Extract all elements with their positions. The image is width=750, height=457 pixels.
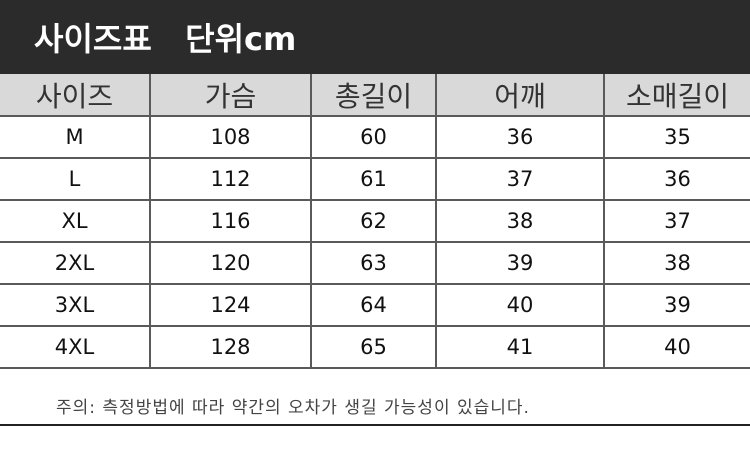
- table-cell: 38: [435, 199, 605, 243]
- table-cell: 38: [603, 241, 750, 285]
- table-cell: 112: [149, 157, 312, 201]
- table-cell: 108: [149, 115, 312, 159]
- column-header: 소매길이: [603, 74, 750, 117]
- table-cell: 37: [603, 199, 750, 243]
- table-cell: 124: [149, 283, 312, 327]
- table-row: 4XL 128 65 41 40: [0, 325, 750, 369]
- table-cell: 60: [310, 115, 437, 159]
- table-cell: 39: [603, 283, 750, 327]
- table-cell: 2XL: [0, 241, 151, 285]
- table-cell: M: [0, 115, 151, 159]
- table-cell: 128: [149, 325, 312, 369]
- measurement-note: 주의: 측정방법에 따라 약간의 오차가 생길 가능성이 있습니다.: [0, 369, 750, 426]
- table-cell: 4XL: [0, 325, 151, 369]
- table-row: XL 116 62 38 37: [0, 199, 750, 243]
- column-header: 사이즈: [0, 74, 151, 117]
- column-header: 총길이: [310, 74, 437, 117]
- table-cell: 64: [310, 283, 437, 327]
- table-cell: 61: [310, 157, 437, 201]
- table-row: L 112 61 37 36: [0, 157, 750, 201]
- table-row: M 108 60 36 35: [0, 115, 750, 159]
- table-cell: 39: [435, 241, 605, 285]
- table-cell: 36: [435, 115, 605, 159]
- column-header: 어깨: [435, 74, 605, 117]
- note-text: 주의: 측정방법에 따라 약간의 오차가 생길 가능성이 있습니다.: [56, 398, 530, 418]
- table-cell: 116: [149, 199, 312, 243]
- table-cell: 62: [310, 199, 437, 243]
- table-cell: 3XL: [0, 283, 151, 327]
- table-cell: 37: [435, 157, 605, 201]
- table-cell: 40: [435, 283, 605, 327]
- table-row: 2XL 120 63 39 38: [0, 241, 750, 285]
- table-cell: 41: [435, 325, 605, 369]
- table-row: 3XL 124 64 40 39: [0, 283, 750, 327]
- table-cell: 36: [603, 157, 750, 201]
- title-bar: 사이즈표 단위cm: [0, 0, 750, 74]
- table-cell: 120: [149, 241, 312, 285]
- table-header-row: 사이즈 가슴 총길이 어깨 소매길이: [0, 74, 750, 117]
- table-cell: 65: [310, 325, 437, 369]
- table-cell: XL: [0, 199, 151, 243]
- table-cell: 35: [603, 115, 750, 159]
- column-header: 가슴: [149, 74, 312, 117]
- size-table: 사이즈 가슴 총길이 어깨 소매길이 M 108 60 36 35 L 112 61 37 36 X…: [0, 74, 750, 369]
- table-cell: 40: [603, 325, 750, 369]
- table-cell: 63: [310, 241, 437, 285]
- page-title: 사이즈표 단위cm: [34, 20, 297, 58]
- table-cell: L: [0, 157, 151, 201]
